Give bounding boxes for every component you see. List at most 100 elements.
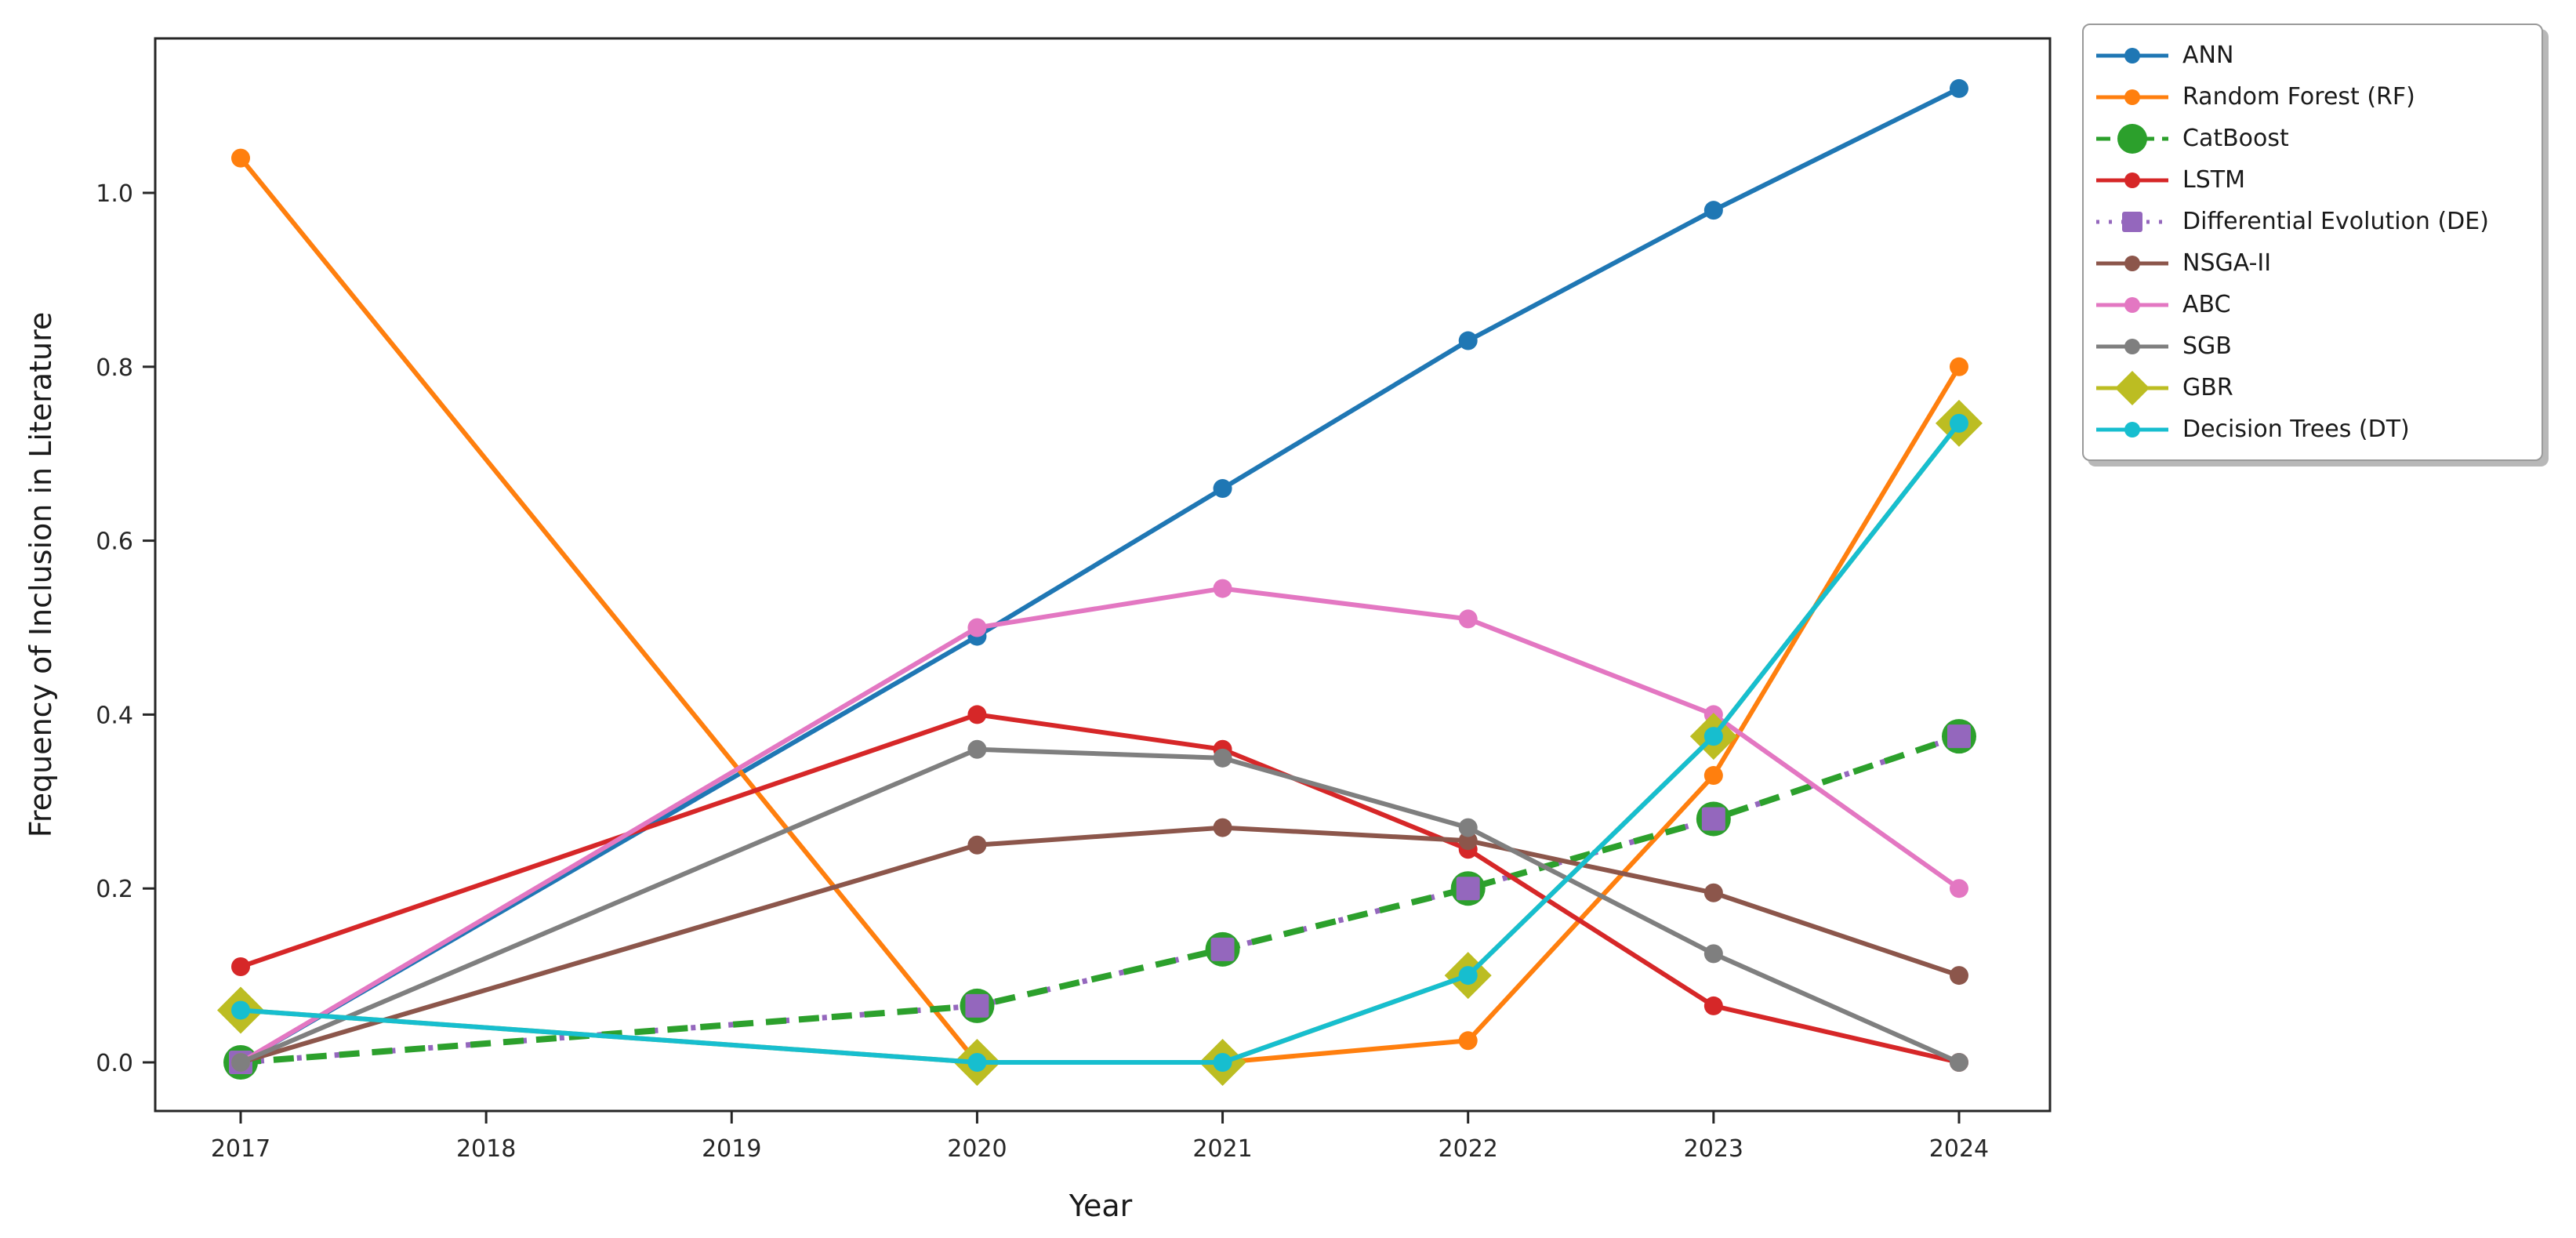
series-marker-de-2024 [1947,724,1971,749]
legend-item-nsga2: NSGA-II [2093,242,2531,284]
legend-label: Random Forest (RF) [2182,83,2415,111]
series-marker-nsga2-2024 [1949,966,1968,986]
series-marker-nsga2-2022 [1458,831,1478,851]
legend-item-ann: ANN [2093,34,2531,76]
legend-marker-swatch [2096,370,2168,405]
legend-marker-swatch [2096,338,2168,354]
legend-label: ANN [2182,42,2234,69]
series-line-ann [239,86,1961,1065]
legend-label: LSTM [2182,166,2245,194]
y-tick-label-0.8: 0.8 [96,354,133,382]
series-marker-sgb-2024 [1949,1053,1968,1072]
x-tick-label-2017: 2017 [211,1135,270,1163]
series-marker-dt-2023 [1703,727,1723,746]
legend-label: SGB [2182,332,2232,360]
y-tick-label-0.4: 0.4 [96,702,133,729]
legend-glyph-sgb [2124,338,2140,354]
series-marker-de-2020 [965,993,989,1018]
series-marker-rf-2022 [1458,1031,1478,1051]
series-marker-dt-2022 [1458,966,1478,986]
series-marker-ann-2021 [1213,479,1232,499]
series-marker-rf-2023 [1703,766,1723,786]
series-line-sgb [239,746,1961,1065]
legend-marker-swatch [2096,123,2168,154]
x-tick-label-2023: 2023 [1684,1135,1743,1163]
legend-item-dt: Decision Trees (DT) [2093,408,2531,450]
series-line-nsga2 [240,825,1960,1065]
legend-item-sgb: SGB [2093,325,2531,367]
legend-glyph-lstm [2124,172,2140,188]
x-tick-label-2024: 2024 [1929,1135,1989,1163]
y-tick-label-0.6: 0.6 [96,528,133,556]
legend-glyph-de [2122,211,2142,232]
series-line-de [240,733,1961,1066]
series-marker-sgb-2022 [1458,818,1478,837]
legend-marker-swatch [2096,211,2168,232]
legend-glyph-rf [2124,89,2140,105]
legend-box: ANN Random Forest (RF) CatBoost LSTM Dif… [2082,24,2543,461]
x-tick-label-2022: 2022 [1439,1135,1498,1163]
series-line-catboost [240,733,1961,1066]
series-marker-abc-2024 [1949,879,1968,899]
series-line-lstm [240,712,1960,1065]
legend-glyph-abc [2124,296,2140,313]
series-marker-sgb-2021 [1213,748,1232,768]
series-marker-de-2021 [1210,937,1235,961]
series-marker-dt-2017 [231,1000,250,1020]
legend-glyph-ann [2124,47,2140,64]
legend-marker-swatch [2096,172,2168,188]
x-axis-label: Year [1068,1189,1133,1223]
series-marker-ann-2024 [1949,78,1968,98]
series-marker-de-2023 [1701,807,1725,831]
series-marker-dt-2021 [1213,1053,1232,1072]
legend-item-catboost: CatBoost [2093,118,2531,159]
legend-item-lstm: LSTM [2093,159,2531,201]
legend-label: Differential Evolution (DE) [2182,208,2489,235]
legend-glyph-gbr [2115,370,2150,405]
series-marker-nsga2-2021 [1213,818,1232,837]
series-marker-abc-2021 [1213,579,1232,598]
legend-glyph-catboost [2117,123,2147,154]
series-line-dt [240,422,1961,1065]
legend-item-gbr: GBR [2093,367,2531,408]
series-marker-nsga2-2020 [967,835,987,855]
series-marker-abc-2022 [1458,609,1478,629]
series-marker-sgb-2023 [1703,944,1723,964]
series-marker-sgb-2020 [967,739,987,759]
legend-marker-swatch [2096,421,2168,437]
x-tick-label-2021: 2021 [1192,1135,1252,1163]
legend-glyph-dt [2124,421,2140,437]
series-marker-ann-2022 [1458,331,1478,350]
legend-label: NSGA-II [2182,249,2272,277]
series-marker-lstm-2023 [1703,996,1723,1015]
y-axis-label: Frequency of Inclusion in Literature [24,311,58,838]
series-marker-rf-2017 [231,148,250,168]
series-marker-de-2022 [1456,877,1480,901]
x-tick-label-2018: 2018 [456,1135,516,1163]
legend-marker-swatch [2096,296,2168,313]
series-marker-dt-2020 [967,1053,987,1072]
legend-marker-swatch [2096,89,2168,105]
legend-label: GBR [2182,374,2233,401]
plot-spines [154,37,2052,1113]
legend-label: CatBoost [2182,125,2289,152]
series-marker-dt-2024 [1949,413,1968,433]
y-tick-label-0.2: 0.2 [96,876,133,903]
y-tick-label-1.0: 1.0 [96,180,133,208]
y-tick-label-0.0: 0.0 [96,1050,133,1077]
legend-marker-swatch [2096,47,2168,64]
legend-item-rf: Random Forest (RF) [2093,76,2531,118]
legend-item-abc: ABC [2093,284,2531,325]
series-marker-lstm-2020 [967,705,987,724]
series-marker-sgb-2017 [231,1053,250,1072]
x-tick-label-2019: 2019 [702,1135,761,1163]
x-tick-label-2020: 2020 [947,1135,1007,1163]
legend-glyph-nsga2 [2124,255,2140,271]
series-marker-nsga2-2023 [1703,883,1723,902]
series-marker-ann-2023 [1703,201,1723,220]
legend-label: ABC [2182,291,2231,318]
series-marker-rf-2024 [1949,357,1968,376]
legend-item-de: Differential Evolution (DE) [2093,201,2531,242]
